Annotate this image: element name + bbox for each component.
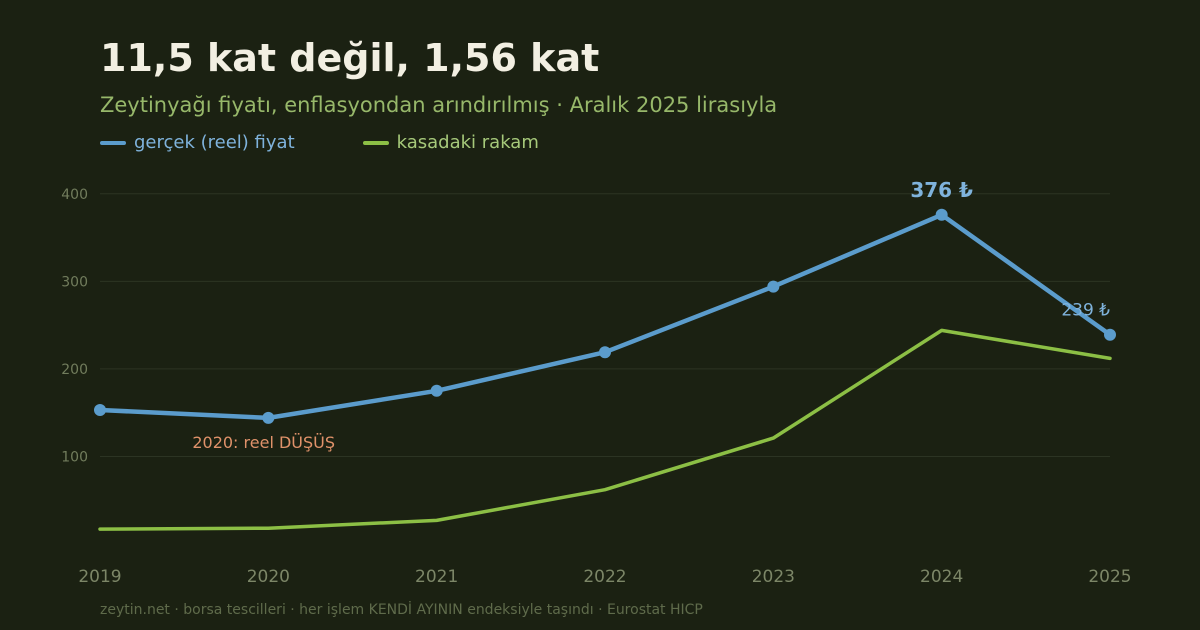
series-group [94, 208, 1116, 531]
series-line-nominal [98, 328, 1112, 531]
y-tick-label: 200 [61, 362, 88, 378]
chart-subtitle: Zeytinyağı fiyatı, enflasyondan arındırı… [100, 93, 778, 117]
data-point-real [262, 411, 275, 424]
y-axis: 100 200 300 400 [61, 187, 88, 466]
dip-annotation: 2020: reel DÜŞÜŞ [192, 433, 335, 452]
data-point-real [430, 384, 443, 397]
x-tick-label: 2024 [920, 567, 963, 587]
y-tick-label: 300 [61, 274, 88, 290]
legend-item-nominal: kasadaki rakam [362, 132, 539, 153]
y-tick-label: 400 [61, 187, 88, 203]
legend-swatch-nominal [362, 140, 389, 145]
grid [100, 193, 1110, 457]
x-tick-label: 2019 [78, 567, 121, 587]
legend-label-nominal: kasadaki rakam [396, 132, 539, 153]
source-footer: zeytin.net · borsa tescilleri · her işle… [100, 602, 703, 618]
legend: gerçek (reel) fiyat kasadaki rakam [100, 132, 539, 153]
x-tick-label: 2025 [1088, 567, 1131, 587]
data-point-real [1104, 328, 1116, 341]
series-line-real [97, 212, 1113, 421]
chart-title: 11,5 kat değil, 1,56 kat [100, 36, 600, 80]
data-point-real [94, 404, 106, 417]
annotations: 376 ₺ 239 ₺ 2020: reel DÜŞÜŞ [192, 178, 1110, 452]
data-point-real [599, 346, 611, 359]
x-tick-label: 2020 [247, 567, 290, 587]
data-point-real [767, 280, 780, 293]
x-tick-label: 2023 [752, 567, 795, 587]
x-tick-label: 2021 [415, 567, 458, 587]
legend-swatch-real [100, 140, 126, 145]
y-tick-label: 100 [61, 449, 88, 465]
x-axis: 2019 2020 2021 2022 2023 2024 2025 [78, 567, 1131, 587]
peak-value-label: 376 ₺ [910, 178, 973, 202]
x-tick-label: 2022 [583, 567, 626, 587]
data-point-real [935, 208, 948, 221]
legend-label-real: gerçek (reel) fiyat [134, 132, 295, 153]
last-value-label: 239 ₺ [1061, 301, 1110, 321]
legend-item-real: gerçek (reel) fiyat [100, 132, 295, 153]
